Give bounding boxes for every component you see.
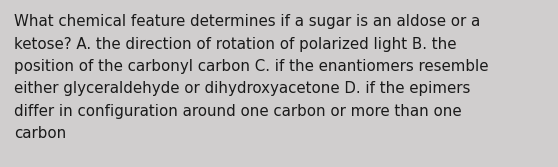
Text: differ in configuration around one carbon or more than one: differ in configuration around one carbo… [14, 104, 461, 119]
Text: ketose? A. the direction of rotation of polarized light B. the: ketose? A. the direction of rotation of … [14, 37, 456, 51]
Text: What chemical feature determines if a sugar is an aldose or a: What chemical feature determines if a su… [14, 14, 480, 29]
Text: either glyceraldehyde or dihydroxyacetone D. if the epimers: either glyceraldehyde or dihydroxyaceton… [14, 81, 470, 97]
Text: position of the carbonyl carbon C. if the enantiomers resemble: position of the carbonyl carbon C. if th… [14, 59, 488, 74]
Text: carbon: carbon [14, 126, 66, 141]
